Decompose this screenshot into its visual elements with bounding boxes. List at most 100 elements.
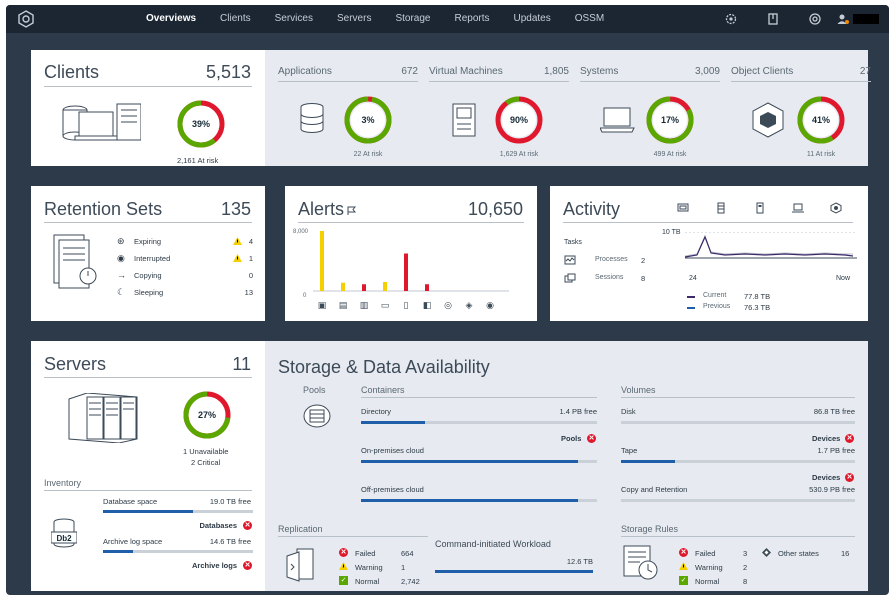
storage-row[interactable]: Copy and Retention 530.9 PB free — [621, 485, 855, 505]
retention-item-label: Copying — [134, 271, 162, 280]
databases-link[interactable]: Databases — [199, 521, 237, 530]
processes-label: Processes — [595, 256, 628, 263]
storage-rules-icon — [623, 545, 658, 580]
retention-item[interactable]: ☾ Sleeping 13 — [117, 287, 253, 301]
failed-icon: ✕ — [679, 548, 688, 557]
divider — [278, 81, 418, 82]
alerts-card[interactable]: Alerts 10,650 8,000 0 ▣ ▤ ▥ ▭ ▯ ◧ ◎ ◈ ◉ — [285, 186, 537, 321]
storage-row-fill — [361, 460, 579, 463]
storage-panel: Storage & Data Availability Pools Contai… — [265, 341, 868, 591]
laptop-filter-icon[interactable] — [792, 202, 804, 214]
activity-card[interactable]: Activity Tasks Processes 2 Sessions 8 10… — [550, 186, 868, 321]
alert-bar — [404, 253, 408, 291]
servers-title: Servers — [44, 354, 107, 374]
status-item[interactable]: ✕ Failed 3 — [679, 548, 763, 560]
settings-gear-icon[interactable] — [724, 12, 738, 26]
app-logo-icon[interactable] — [17, 10, 35, 28]
servers-card[interactable]: Servers 11 27% 1 Unavailable 2 Critical … — [31, 341, 265, 591]
clients-title: Clients — [44, 62, 100, 82]
storage-row[interactable]: Directory 1.4 PB free — [361, 407, 597, 427]
summary-applications[interactable]: Applications 672 3% 22 At risk — [278, 50, 418, 166]
activity-y-max: 10 TB — [662, 229, 681, 236]
volumes-label: Volumes — [621, 385, 656, 395]
retention-item-label: Expiring — [134, 237, 162, 246]
retention-item[interactable]: ⊛ Expiring 4 — [117, 236, 253, 250]
archive-logs-link[interactable]: Archive logs — [191, 561, 237, 570]
status-item[interactable]: ✕ Failed 664 — [339, 548, 421, 560]
failed-icon: ✕ — [339, 548, 348, 557]
nav-clients[interactable]: Clients — [220, 13, 251, 24]
storage-row-label: Off-premises cloud — [361, 485, 424, 494]
summary-title: Applications — [278, 66, 332, 77]
status-value: 3 — [743, 549, 748, 558]
status-item[interactable]: ✓ Normal 2,742 — [339, 576, 421, 588]
storage-row-value: 1.7 PB free — [817, 446, 855, 455]
status-item[interactable]: ✓ Normal 8 — [679, 576, 763, 588]
legend-previous-value: 76.3 TB — [744, 303, 771, 312]
disk-devices-error-icon: ✕ — [845, 434, 854, 443]
warning-icon — [233, 254, 242, 262]
donut-label: 17% — [661, 115, 679, 125]
user-name-redacted[interactable] — [853, 14, 879, 24]
storage-row-fill — [361, 421, 425, 424]
legend-previous-label: Previous — [703, 303, 731, 310]
divider — [44, 490, 252, 491]
divider — [731, 81, 871, 82]
pools-link[interactable]: Pools — [561, 434, 582, 443]
alert-bar — [320, 231, 324, 291]
retention-sets-card[interactable]: Retention Sets 135 ⊛ Expiring 4 ◉ Interrupte… — [31, 186, 265, 321]
summary-title: Virtual Machines — [429, 66, 503, 77]
book-icon[interactable] — [766, 12, 780, 26]
category-icon: ▭ — [381, 301, 390, 311]
normal-check-icon: ✓ — [339, 576, 348, 585]
storage-row[interactable]: Disk 86.8 TB free — [621, 407, 855, 427]
nav-services[interactable]: Services — [274, 13, 313, 24]
tape-devices-error-icon: ✕ — [845, 473, 854, 482]
donut-center — [351, 103, 385, 137]
summary-count: 672 — [401, 66, 418, 77]
clients-card[interactable]: Clients 5,513 39% 2,161 At risk — [31, 50, 265, 166]
help-lifebuoy-icon[interactable] — [808, 12, 822, 26]
nav-servers[interactable]: Servers — [336, 13, 372, 24]
flag-icon — [347, 206, 357, 215]
normal-check-icon: ✓ — [679, 576, 688, 585]
storage-row[interactable]: Tape 1.7 PB free — [621, 446, 855, 466]
status-item[interactable]: Warning 2 — [679, 562, 763, 574]
retention-item[interactable]: → Copying 0 — [117, 270, 253, 284]
status-item[interactable]: Warning 1 — [339, 562, 421, 574]
db-space-fill — [103, 510, 193, 513]
object-filter-icon[interactable] — [830, 202, 842, 214]
servers-critical: 2 Critical — [191, 458, 221, 467]
server-filter-icon[interactable] — [754, 202, 766, 214]
activity-x-start: 24 — [689, 275, 697, 282]
storage-row[interactable]: Off-premises cloud — [361, 485, 597, 505]
user-icon[interactable] — [836, 12, 850, 26]
storage-row-fill — [621, 460, 675, 463]
summary-donut: 3% — [344, 96, 392, 144]
summary-count: 3,009 — [694, 66, 720, 77]
summary-object-clients[interactable]: Object Clients 27 41% 11 At risk — [731, 50, 871, 166]
divider — [429, 81, 569, 82]
workload-bar — [435, 570, 593, 573]
nav-ossm[interactable]: OSSM — [574, 13, 605, 24]
other-states-value: 16 — [841, 549, 850, 558]
donut-label: 41% — [812, 115, 830, 125]
alerts-title: Alerts — [298, 199, 345, 219]
retention-archive-icon — [53, 234, 97, 289]
nav-overviews[interactable]: Overviews — [146, 13, 197, 24]
summary-virtual-machines[interactable]: Virtual Machines 1,805 90% 1,629 At risk — [429, 50, 569, 166]
disk-devices-link[interactable]: Devices — [812, 434, 841, 443]
storage-row[interactable]: On-premises cloud — [361, 446, 597, 466]
nav-storage[interactable]: Storage — [395, 13, 431, 24]
retention-item[interactable]: ◉ Interrupted 1 — [117, 253, 253, 267]
processes-value: 2 — [641, 256, 646, 265]
tape-devices-link[interactable]: Devices — [812, 473, 841, 482]
database-filter-icon[interactable] — [715, 202, 727, 214]
summary-systems[interactable]: Systems 3,009 17% 499 At risk — [580, 50, 720, 166]
archive-space-bar — [103, 550, 253, 553]
nav-updates[interactable]: Updates — [513, 13, 551, 24]
client-filter-icon[interactable] — [677, 202, 689, 214]
nav-reports[interactable]: Reports — [454, 13, 490, 24]
retention-item-value: 0 — [248, 271, 253, 280]
activity-title: Activity — [563, 199, 621, 219]
